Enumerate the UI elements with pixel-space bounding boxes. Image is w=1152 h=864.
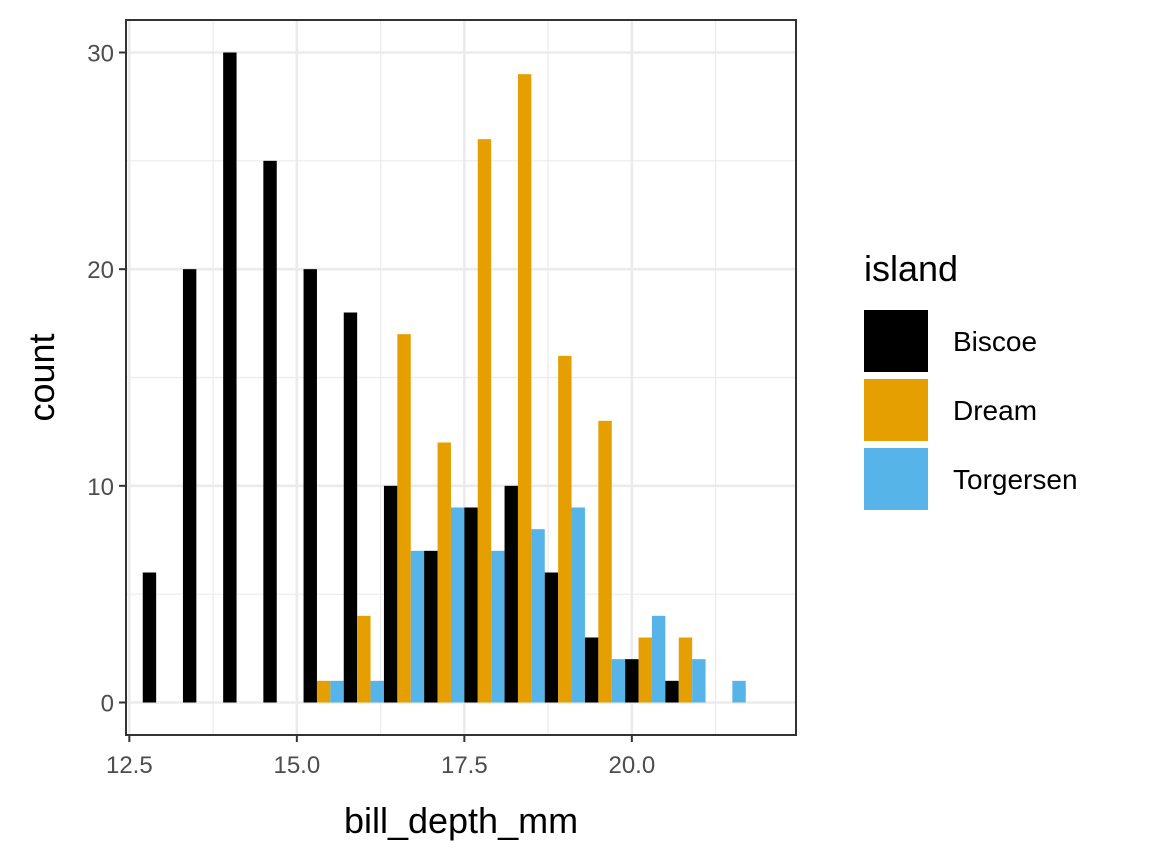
bar-torgersen bbox=[410, 550, 425, 703]
bar-dream bbox=[397, 334, 411, 703]
bar-torgersen bbox=[692, 659, 706, 703]
bar-biscoe bbox=[625, 659, 639, 703]
bar-torgersen bbox=[651, 615, 666, 703]
bar-dream bbox=[638, 637, 652, 703]
bar-dream bbox=[357, 615, 371, 703]
bar-torgersen bbox=[330, 680, 344, 703]
bar-biscoe bbox=[665, 680, 679, 703]
histogram-bars bbox=[142, 52, 746, 703]
legend-key-torgersen bbox=[864, 448, 928, 510]
bar-biscoe bbox=[303, 269, 317, 703]
bar-biscoe bbox=[182, 269, 197, 703]
legend-title: island bbox=[864, 248, 958, 289]
bar-torgersen bbox=[450, 507, 465, 703]
bar-dream bbox=[477, 139, 492, 703]
bar-dream bbox=[598, 420, 612, 703]
bar-dream bbox=[437, 442, 451, 703]
bar-biscoe bbox=[223, 52, 237, 703]
legend-key-biscoe bbox=[864, 310, 928, 372]
bar-dream bbox=[558, 355, 572, 703]
bar-torgersen bbox=[571, 507, 585, 703]
x-tick-label: 20.0 bbox=[608, 752, 655, 779]
bar-torgersen bbox=[531, 529, 545, 703]
y-axis-title: count bbox=[21, 333, 62, 421]
x-axis-title: bill_depth_mm bbox=[344, 800, 578, 841]
bar-torgersen bbox=[732, 680, 746, 703]
bar-dream bbox=[678, 637, 693, 703]
legend-label-dream: Dream bbox=[953, 395, 1037, 426]
legend: island Biscoe Dream Torgersen bbox=[864, 248, 1078, 510]
x-tick-label: 17.5 bbox=[441, 752, 488, 779]
bar-biscoe bbox=[343, 312, 358, 703]
bar-biscoe bbox=[504, 485, 518, 703]
bar-biscoe bbox=[142, 572, 157, 703]
bar-torgersen bbox=[370, 680, 384, 703]
bar-dream bbox=[316, 680, 331, 703]
y-tick-label: 10 bbox=[87, 474, 114, 501]
y-tick-label: 30 bbox=[87, 41, 114, 68]
bar-torgersen bbox=[491, 550, 505, 703]
bar-biscoe bbox=[584, 637, 599, 703]
bar-biscoe bbox=[383, 485, 398, 703]
plot-panel-border bbox=[125, 19, 797, 736]
legend-label-torgersen: Torgersen bbox=[953, 464, 1078, 495]
axes: 12.5 15.0 17.5 20.0 0 10 20 30 bbox=[87, 41, 655, 780]
y-tick-label: 0 bbox=[101, 691, 114, 718]
x-tick-label: 12.5 bbox=[106, 752, 153, 779]
bar-torgersen bbox=[611, 659, 626, 703]
bar-dream bbox=[517, 74, 532, 703]
bar-biscoe bbox=[544, 572, 559, 703]
y-tick-label: 20 bbox=[87, 257, 114, 284]
bar-biscoe bbox=[424, 550, 438, 703]
x-tick-label: 15.0 bbox=[273, 752, 320, 779]
bar-biscoe bbox=[263, 160, 277, 703]
bar-biscoe bbox=[464, 507, 478, 703]
legend-key-dream bbox=[864, 379, 928, 441]
legend-label-biscoe: Biscoe bbox=[953, 326, 1037, 357]
